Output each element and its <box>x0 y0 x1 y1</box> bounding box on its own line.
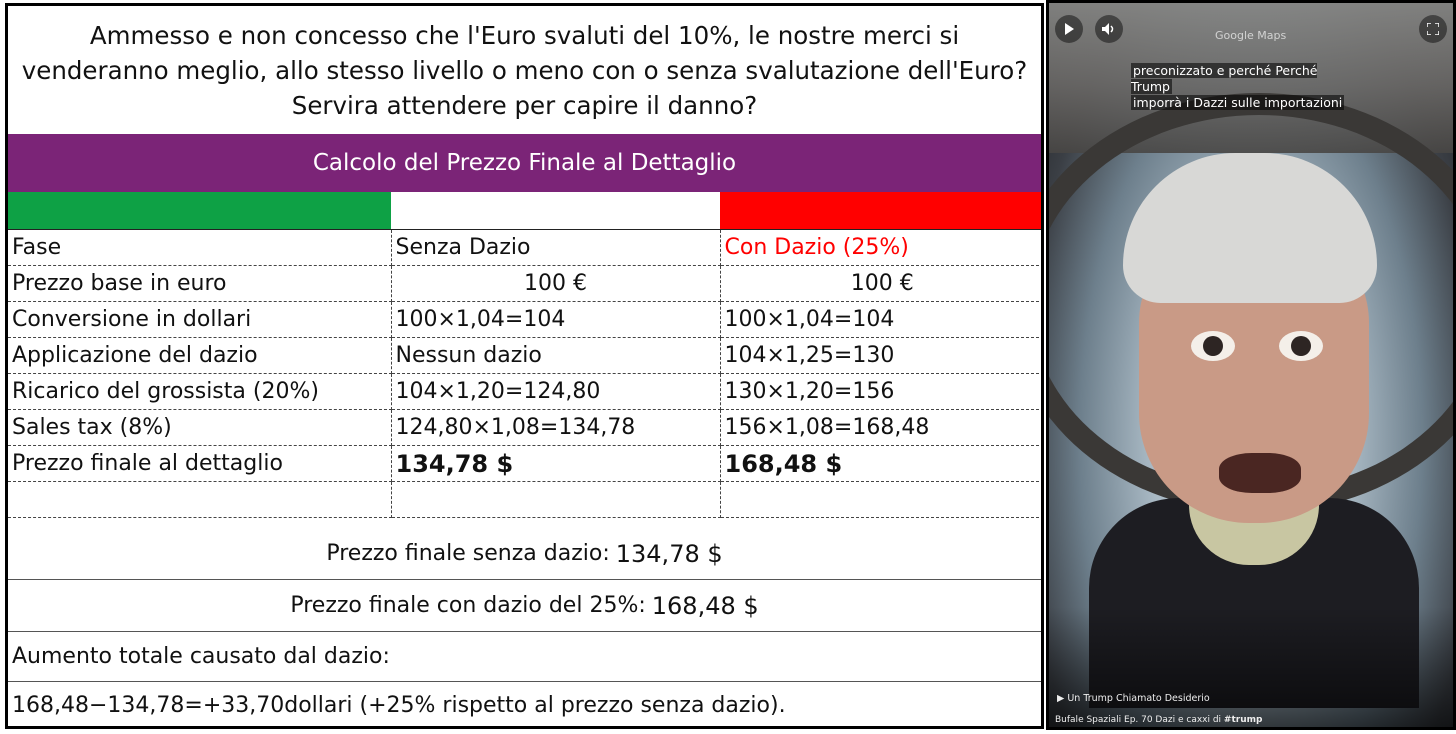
video-title-text: Bufale Spaziali Ep. 70 Dazi e caxxi di <box>1055 715 1224 725</box>
table-row-final-price: Prezzo finale al dettaglio 134,78 $ 168,… <box>8 445 1041 482</box>
value-con-dazio: 100×1,04=104 <box>720 301 1041 338</box>
summary-con-dazio: Prezzo finale con dazio del 25%: 168,48 … <box>8 580 1041 632</box>
table-row: Ricarico del grossista (20%) 104×1,20=12… <box>8 373 1041 410</box>
flag-red-cell <box>720 192 1041 229</box>
presenter-mouth <box>1219 453 1301 493</box>
table-row: Applicazione del dazio Nessun dazio 104×… <box>8 337 1041 374</box>
table-title-banner: Calcolo del Prezzo Finale al Dettaglio <box>8 134 1041 192</box>
fullscreen-button[interactable] <box>1419 15 1447 43</box>
table-row: Conversione in dollari 100×1,04=104 100×… <box>8 301 1041 338</box>
play-button[interactable] <box>1055 15 1083 43</box>
empty-cell <box>720 481 1041 518</box>
question-text: Ammesso e non concesso che l'Euro svalut… <box>21 20 1028 120</box>
table-row-empty <box>8 481 1041 518</box>
presenter <box>1089 153 1419 708</box>
playlist-link[interactable]: ▶ Un Trump Chiamato Desiderio <box>1057 693 1210 704</box>
playlist-play-icon: ▶ <box>1057 693 1068 704</box>
volume-icon <box>1102 23 1114 35</box>
final-price-senza-dazio: 134,78 $ <box>391 445 721 482</box>
value-con-dazio: 100 € <box>720 265 1041 302</box>
spreadsheet-panel: Ammesso e non concesso che l'Euro svalut… <box>5 3 1044 729</box>
row-label: Prezzo base in euro <box>8 265 392 302</box>
value-senza-dazio: 100×1,04=104 <box>391 301 721 338</box>
flag-green-cell <box>8 192 391 229</box>
presenter-hair <box>1123 153 1377 303</box>
value-con-dazio: 156×1,08=168,48 <box>720 409 1041 446</box>
question-cell: Ammesso e non concesso che l'Euro svalut… <box>8 6 1041 134</box>
video-hashtag[interactable]: #trump <box>1223 715 1263 725</box>
value-senza-dazio: Nessun dazio <box>391 337 721 374</box>
caption-line-2: imporrà i Dazzi sulle importazioni <box>1131 95 1345 110</box>
row-label: Applicazione del dazio <box>8 337 392 374</box>
playlist-title: Un Trump Chiamato Desiderio <box>1067 693 1210 704</box>
value-senza-dazio: 100 € <box>391 265 721 302</box>
final-price-con-dazio: 168,48 $ <box>720 445 1041 482</box>
header-fase: Fase <box>8 229 392 266</box>
video-player[interactable]: Google Maps preconizzato e perché Perché… <box>1046 0 1456 730</box>
video-caption: preconizzato e perché Perché Trump impor… <box>1131 63 1346 111</box>
table-header-row: Fase Senza Dazio Con Dazio (25%) <box>8 229 1041 266</box>
maps-watermark: Google Maps <box>1215 29 1287 42</box>
row-label: Ricarico del grossista (20%) <box>8 373 392 410</box>
flag-white-cell <box>391 192 720 229</box>
summary-senza-dazio-value: 134,78 $ <box>615 539 723 568</box>
play-icon <box>1065 23 1074 35</box>
value-con-dazio: 104×1,25=130 <box>720 337 1041 374</box>
table-row: Prezzo base in euro 100 € 100 € <box>8 265 1041 302</box>
empty-cell <box>391 481 721 518</box>
summary-senza-dazio-label: Prezzo finale senza dazio: <box>326 541 610 566</box>
value-senza-dazio: 124,80×1,08=134,78 <box>391 409 721 446</box>
row-label: Conversione in dollari <box>8 301 392 338</box>
summary-increase-label: Aumento totale causato dal dazio: <box>8 632 1041 682</box>
presenter-right-eye <box>1279 331 1323 361</box>
summary-con-dazio-label: Prezzo finale con dazio del 25%: <box>290 593 646 618</box>
row-label: Prezzo finale al dettaglio <box>8 445 392 482</box>
value-con-dazio: 130×1,20=156 <box>720 373 1041 410</box>
summary-senza-dazio: Prezzo finale senza dazio: 134,78 $ <box>8 528 1041 580</box>
empty-cell <box>8 481 392 518</box>
row-label: Sales tax (8%) <box>8 409 392 446</box>
value-senza-dazio: 104×1,20=124,80 <box>391 373 721 410</box>
video-bottom-gradient <box>1049 607 1453 727</box>
price-table: Fase Senza Dazio Con Dazio (25%) Prezzo … <box>8 229 1041 518</box>
volume-button[interactable] <box>1095 15 1123 43</box>
summary-con-dazio-value: 168,48 $ <box>651 591 759 620</box>
fullscreen-icon <box>1427 23 1439 35</box>
summary-increase-formula: 168,48−134,78=+33,70dollari (+25% rispet… <box>12 693 786 718</box>
header-con-dazio: Con Dazio (25%) <box>720 229 1041 266</box>
header-senza-dazio: Senza Dazio <box>391 229 721 266</box>
caption-line-1: preconizzato e perché Perché Trump <box>1131 63 1318 94</box>
presenter-left-eye <box>1191 331 1235 361</box>
table-row: Sales tax (8%) 124,80×1,08=134,78 156×1,… <box>8 409 1041 446</box>
video-title: Bufale Spaziali Ep. 70 Dazi e caxxi di #… <box>1055 715 1262 725</box>
